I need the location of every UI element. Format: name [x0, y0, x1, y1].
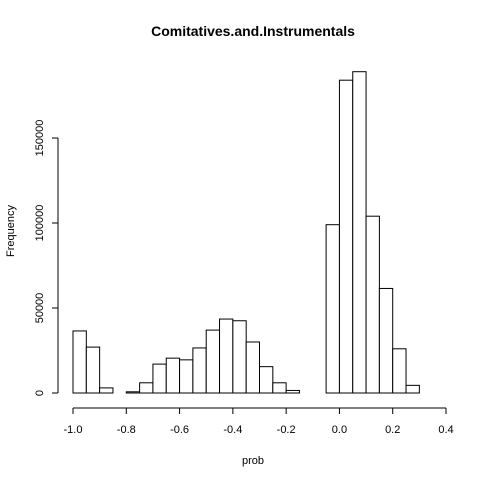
- y-axis-label: Frequency: [5, 205, 17, 257]
- y-tick-label: 100000: [34, 205, 46, 242]
- histogram-bar-8: [179, 359, 194, 394]
- histogram-bar-5: [139, 382, 154, 394]
- y-tick-label: 0: [34, 390, 46, 396]
- histogram-bar-24: [392, 348, 407, 394]
- histogram-bar-4: [125, 391, 141, 394]
- histogram-bar-12: [232, 320, 247, 394]
- histogram-bar-13: [245, 341, 260, 394]
- histogram-bar-9: [192, 347, 207, 394]
- x-tick-label: -0.2: [277, 424, 296, 436]
- histogram-bar-10: [205, 329, 221, 394]
- histogram-bar-7: [165, 357, 181, 394]
- x-tick-label: -0.6: [170, 424, 189, 436]
- histogram-bar-0: [72, 330, 87, 394]
- x-tick-label: 0.4: [438, 424, 453, 436]
- y-tick-label: 150000: [34, 120, 46, 157]
- x-tick-label: 0.2: [385, 424, 400, 436]
- histogram-bar-23: [378, 287, 394, 394]
- histogram-bar-16: [285, 389, 300, 394]
- y-tick-label: 50000: [34, 293, 46, 324]
- chart-title: Comitatives.and.Instrumentals: [151, 23, 355, 39]
- x-axis: -1.0 -0.8 -0.6 -0.4 -0.2 0.0 0.2 0.4: [64, 407, 454, 436]
- y-axis: 0 50000 100000 150000: [34, 120, 59, 396]
- histogram-bar-11: [219, 318, 234, 394]
- x-tick-label: 0.0: [332, 424, 347, 436]
- x-axis-label: prob: [242, 455, 264, 467]
- x-tick-label: -1.0: [64, 424, 83, 436]
- histogram-bars: [72, 71, 420, 394]
- x-tick-label: -0.8: [117, 424, 136, 436]
- histogram-bar-25: [405, 384, 420, 394]
- histogram-bar-21: [352, 71, 367, 394]
- histogram-bar-1: [85, 346, 101, 394]
- histogram-bar-2: [99, 387, 114, 394]
- x-tick-label: -0.4: [223, 424, 242, 436]
- histogram-bar-22: [365, 215, 380, 394]
- histogram-bar-14: [259, 366, 274, 394]
- histogram-bar-20: [338, 79, 354, 394]
- histogram-bar-19: [325, 224, 340, 394]
- histogram-bar-15: [272, 382, 287, 394]
- histogram-bar-6: [152, 363, 167, 394]
